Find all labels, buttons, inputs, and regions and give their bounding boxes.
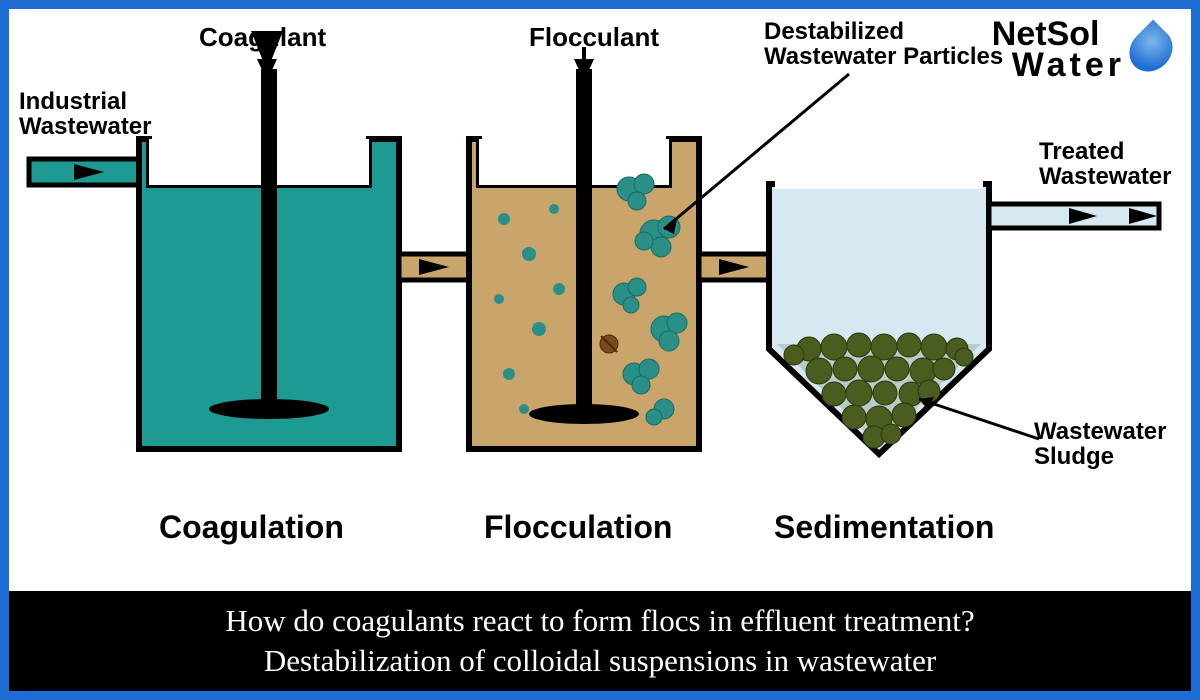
caption-line-2: Destabilization of colloidal suspensions… (264, 641, 936, 681)
diagram-area: NetSol Water Industrial Wastewater Coagu… (9, 9, 1191, 579)
flocculation-tank (469, 47, 699, 449)
caption-bar: How do coagulants react to form flocs in… (9, 591, 1191, 691)
diagram-frame: NetSol Water Industrial Wastewater Coagu… (6, 6, 1194, 694)
process-diagram (9, 9, 1189, 569)
coagulation-tank (29, 47, 399, 449)
caption-line-1: How do coagulants react to form flocs in… (225, 601, 974, 641)
